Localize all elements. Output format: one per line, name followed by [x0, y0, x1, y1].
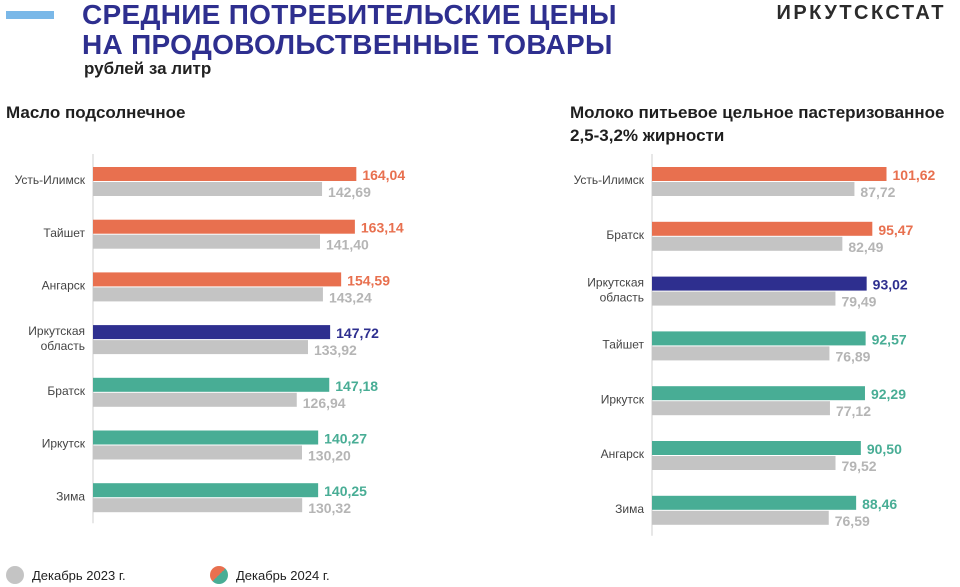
bar-dec2023 — [652, 182, 855, 196]
bar-dec2023 — [93, 182, 323, 196]
value-label-dec2023: 126,94 — [303, 395, 346, 411]
bar-dec2023 — [652, 236, 843, 251]
legend-dec2023: Декабрь 2023 г. — [6, 566, 126, 584]
bar-dec2023 — [652, 346, 830, 361]
value-label-dec2024: 140,27 — [324, 431, 367, 447]
value-label-dec2024: 95,47 — [878, 222, 913, 238]
category-label: Иркутская — [28, 324, 85, 338]
value-label-dec2024: 154,59 — [347, 272, 390, 288]
right-chart-title: Молоко питьевое цельное пастеризованное … — [570, 101, 944, 147]
category-label: Братск — [606, 228, 644, 242]
category-label: Иркутск — [601, 392, 645, 406]
title-line-1: СРЕДНИЕ ПОТРЕБИТЕЛЬСКИЕ ЦЕНЫ — [82, 0, 617, 30]
bar-dec2024 — [93, 272, 342, 287]
category-label: область — [41, 339, 85, 353]
bar-dec2023 — [652, 401, 830, 416]
value-label-dec2024: 163,14 — [361, 220, 404, 236]
bar-dec2023 — [93, 340, 308, 355]
category-label: Иркутская — [587, 275, 644, 289]
bar-dec2023 — [652, 291, 836, 306]
bar-dec2024 — [93, 430, 319, 445]
bar-dec2024 — [93, 219, 355, 234]
accent-bar — [6, 11, 54, 19]
value-label-dec2024: 140,25 — [324, 483, 367, 499]
value-label-dec2023: 76,59 — [835, 513, 870, 529]
bar-dec2024 — [652, 386, 865, 401]
bar-dec2024 — [93, 483, 319, 498]
page-title: СРЕДНИЕ ПОТРЕБИТЕЛЬСКИЕ ЦЕНЫ НА ПРОДОВОЛ… — [82, 0, 617, 60]
units-subtitle: рублей за литр — [84, 59, 212, 78]
value-label-dec2024: 93,02 — [873, 277, 908, 293]
category-label: Тайшет — [43, 226, 85, 240]
value-label-dec2023: 133,92 — [314, 342, 357, 358]
category-label: Братск — [47, 384, 85, 398]
bar-dec2023 — [93, 392, 297, 407]
value-label-dec2024: 101,62 — [893, 167, 936, 183]
category-label: Тайшет — [602, 338, 644, 352]
value-label-dec2024: 147,18 — [335, 378, 378, 394]
legend-dec2023-label: Декабрь 2023 г. — [32, 567, 126, 583]
value-label-dec2023: 142,69 — [328, 184, 371, 200]
value-label-dec2024: 92,57 — [872, 331, 907, 347]
category-label: Зима — [615, 502, 644, 516]
value-label-dec2023: 130,20 — [308, 448, 351, 464]
category-label: область — [600, 290, 644, 304]
category-label: Ангарск — [601, 447, 645, 461]
bar-dec2024 — [652, 167, 887, 181]
bar-dec2024 — [652, 331, 866, 346]
title-line-2: НА ПРОДОВОЛЬСТВЕННЫЕ ТОВАРЫ — [82, 29, 613, 60]
bar-dec2024 — [93, 377, 330, 392]
bar-dec2023 — [93, 498, 303, 513]
bar-dec2023 — [93, 287, 323, 302]
category-label: Усть-Илимск — [574, 173, 645, 187]
legend-swatch-multicolor — [210, 566, 228, 584]
value-label-dec2023: 77,12 — [836, 403, 871, 419]
bar-dec2024 — [652, 441, 861, 455]
right-chart-title-line-2: 2,5-3,2% жирности — [570, 126, 725, 145]
right-chart-title-line-1: Молоко питьевое цельное пастеризованное — [570, 103, 945, 122]
legend-dec2024-label: Декабрь 2024 г. — [236, 567, 330, 583]
category-label: Зима — [56, 489, 85, 503]
bar-dec2023 — [652, 510, 829, 525]
value-label-dec2023: 87,72 — [860, 184, 895, 200]
category-label: Иркутск — [42, 437, 86, 451]
value-label-dec2023: 76,89 — [835, 348, 870, 364]
value-label-dec2024: 164,04 — [362, 167, 405, 183]
value-label-dec2024: 88,46 — [862, 496, 897, 512]
bar-dec2024 — [652, 276, 867, 291]
bar-dec2024 — [652, 495, 857, 510]
value-label-dec2024: 90,50 — [867, 441, 902, 457]
category-label: Ангарск — [42, 279, 86, 293]
value-label-dec2023: 141,40 — [326, 237, 369, 253]
value-label-dec2023: 79,52 — [842, 458, 877, 474]
bar-dec2023 — [93, 234, 320, 249]
brand-logo-text: ИРКУТСКСТАТ — [776, 2, 946, 24]
value-label-dec2024: 92,29 — [871, 386, 906, 402]
bar-dec2023 — [93, 445, 303, 460]
bar-dec2024 — [93, 167, 357, 181]
bar-dec2024 — [93, 325, 331, 340]
legend-dec2024: Декабрь 2024 г. — [210, 566, 330, 584]
value-label-dec2023: 143,24 — [329, 289, 372, 305]
left-chart-title: Масло подсолнечное — [6, 103, 186, 122]
bar-dec2024 — [652, 221, 873, 236]
category-label: Усть-Илимск — [15, 173, 86, 187]
value-label-dec2023: 79,49 — [841, 294, 876, 310]
value-label-dec2023: 130,32 — [308, 500, 351, 516]
legend-swatch-gray — [6, 566, 24, 584]
value-label-dec2024: 147,72 — [336, 325, 379, 341]
value-label-dec2023: 82,49 — [848, 239, 883, 255]
bar-dec2023 — [652, 456, 836, 470]
